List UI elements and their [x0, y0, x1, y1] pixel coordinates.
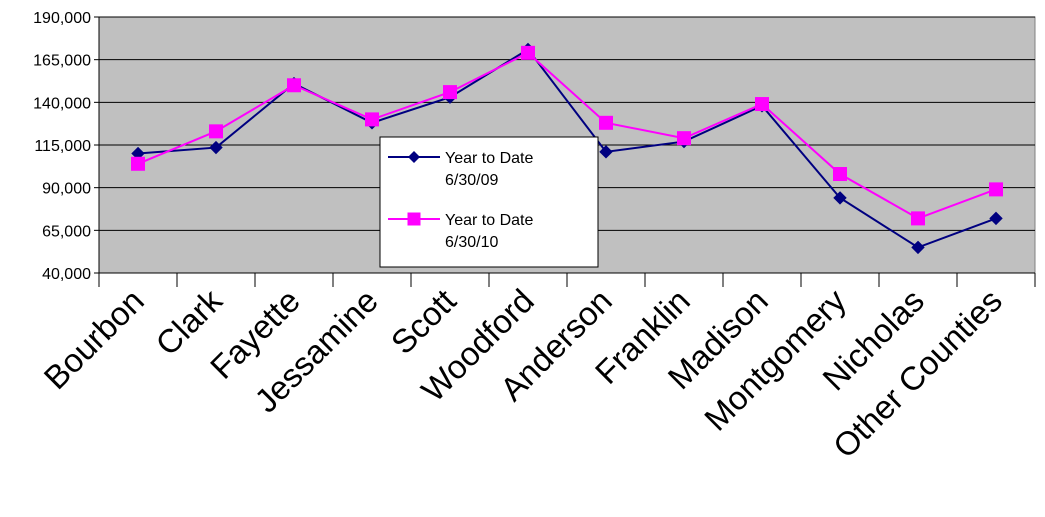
data-point-diamond — [599, 145, 613, 159]
series-line — [137, 48, 997, 249]
x-tick-labels: BourbonClarkFayetteJessamineScottWoodfor… — [37, 281, 1009, 464]
data-point-diamond — [911, 240, 925, 255]
data-point-square — [989, 182, 1003, 197]
data-point-square — [131, 156, 145, 171]
axes — [98, 17, 1036, 287]
data-point-diamond — [209, 140, 223, 155]
y-tick-label: 165,000 — [33, 53, 91, 70]
x-tick-label: Bourbon — [37, 282, 151, 396]
data-point-square — [755, 97, 769, 112]
legend-label: Year to Date — [445, 212, 533, 229]
legend-marker-square — [407, 212, 421, 226]
y-tick-label: 115,000 — [34, 138, 91, 155]
series-line — [137, 51, 997, 220]
series-2 — [131, 45, 1003, 226]
legend: Year to Date 6/30/09 Year to Date 6/30/10 — [379, 136, 599, 268]
y-tick-label: 65,000 — [42, 223, 91, 240]
y-tick-label: 90,000 — [42, 181, 91, 198]
data-point-square — [365, 112, 379, 127]
legend-entry: Year to Date 6/30/09 — [388, 150, 533, 189]
legend-marker-diamond — [408, 151, 420, 163]
data-point-square — [677, 131, 691, 146]
data-point-diamond — [989, 211, 1003, 226]
data-point-square — [443, 85, 457, 100]
legend-label: 6/30/09 — [445, 172, 498, 189]
series — [131, 42, 1003, 255]
data-point-square — [833, 167, 847, 182]
y-tick-label: 40,000 — [42, 266, 91, 283]
legend-entry: Year to Date 6/30/10 — [388, 212, 533, 251]
y-tick-label: 190,000 — [33, 10, 91, 27]
data-point-diamond — [833, 191, 847, 205]
data-point-square — [911, 211, 925, 226]
data-point-square — [209, 124, 223, 139]
y-tick-label: 140,000 — [33, 95, 91, 112]
data-point-square — [599, 115, 613, 130]
data-point-square — [521, 45, 535, 60]
data-point-square — [287, 78, 301, 93]
y-tick-labels: 40,000 65,000 90,000 115,000 140,000 165,000 1… — [33, 10, 91, 283]
legend-label: Year to Date — [445, 150, 533, 167]
legend-label: 6/30/10 — [445, 234, 498, 251]
